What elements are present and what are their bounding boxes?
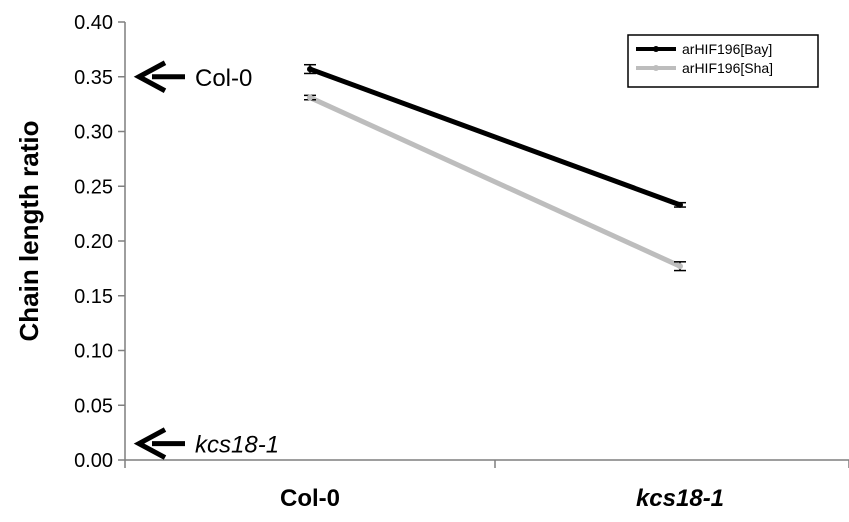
series-line bbox=[309, 66, 681, 208]
annotation: Col-0 bbox=[133, 60, 252, 93]
y-tick-label: 0.05 bbox=[74, 395, 113, 417]
y-tick-label: 0.00 bbox=[74, 450, 113, 472]
y-tick-label: 0.30 bbox=[74, 122, 113, 144]
legend-label: arHIF196[Sha] bbox=[682, 60, 773, 76]
y-tick-label: 0.10 bbox=[74, 341, 113, 363]
legend-item: arHIF196[Sha] bbox=[636, 60, 773, 76]
arrow-head-icon bbox=[133, 427, 167, 460]
series-line bbox=[308, 95, 682, 269]
y-tick-label: 0.15 bbox=[74, 286, 113, 308]
y-tick-label: 0.20 bbox=[74, 231, 113, 253]
series-0 bbox=[304, 63, 686, 208]
y-tick-label: 0.40 bbox=[74, 12, 113, 34]
arrow-head-icon bbox=[133, 60, 167, 93]
annotations: Col-0 kcs18-1 bbox=[133, 60, 279, 460]
y-axis-label: Chain length ratio bbox=[14, 121, 44, 342]
series-1 bbox=[304, 94, 686, 272]
series-group bbox=[304, 63, 686, 272]
annotation-label: kcs18-1 bbox=[195, 432, 279, 459]
data-point bbox=[677, 201, 683, 208]
legend-item: arHIF196[Bay] bbox=[636, 41, 772, 57]
annotation-label: Col-0 bbox=[195, 65, 252, 92]
x-tick-label: kcs18-1 bbox=[636, 485, 724, 512]
data-point bbox=[307, 66, 313, 73]
y-tick-label: 0.35 bbox=[74, 67, 113, 89]
legend: arHIF196[Bay] arHIF196[Sha] bbox=[627, 34, 819, 88]
x-tick-label: Col-0 bbox=[280, 485, 340, 512]
legend-label: arHIF196[Bay] bbox=[682, 41, 772, 57]
legend-box bbox=[627, 34, 819, 88]
annotation: kcs18-1 bbox=[133, 427, 279, 460]
data-point bbox=[677, 263, 683, 270]
x-ticks: Col-0 kcs18-1 bbox=[280, 485, 724, 512]
y-ticks: 0.00 0.05 0.10 0.15 0.20 0.25 0.30 0.35 0.40 bbox=[74, 12, 125, 472]
data-point bbox=[307, 94, 313, 101]
y-tick-label: 0.25 bbox=[74, 176, 113, 198]
